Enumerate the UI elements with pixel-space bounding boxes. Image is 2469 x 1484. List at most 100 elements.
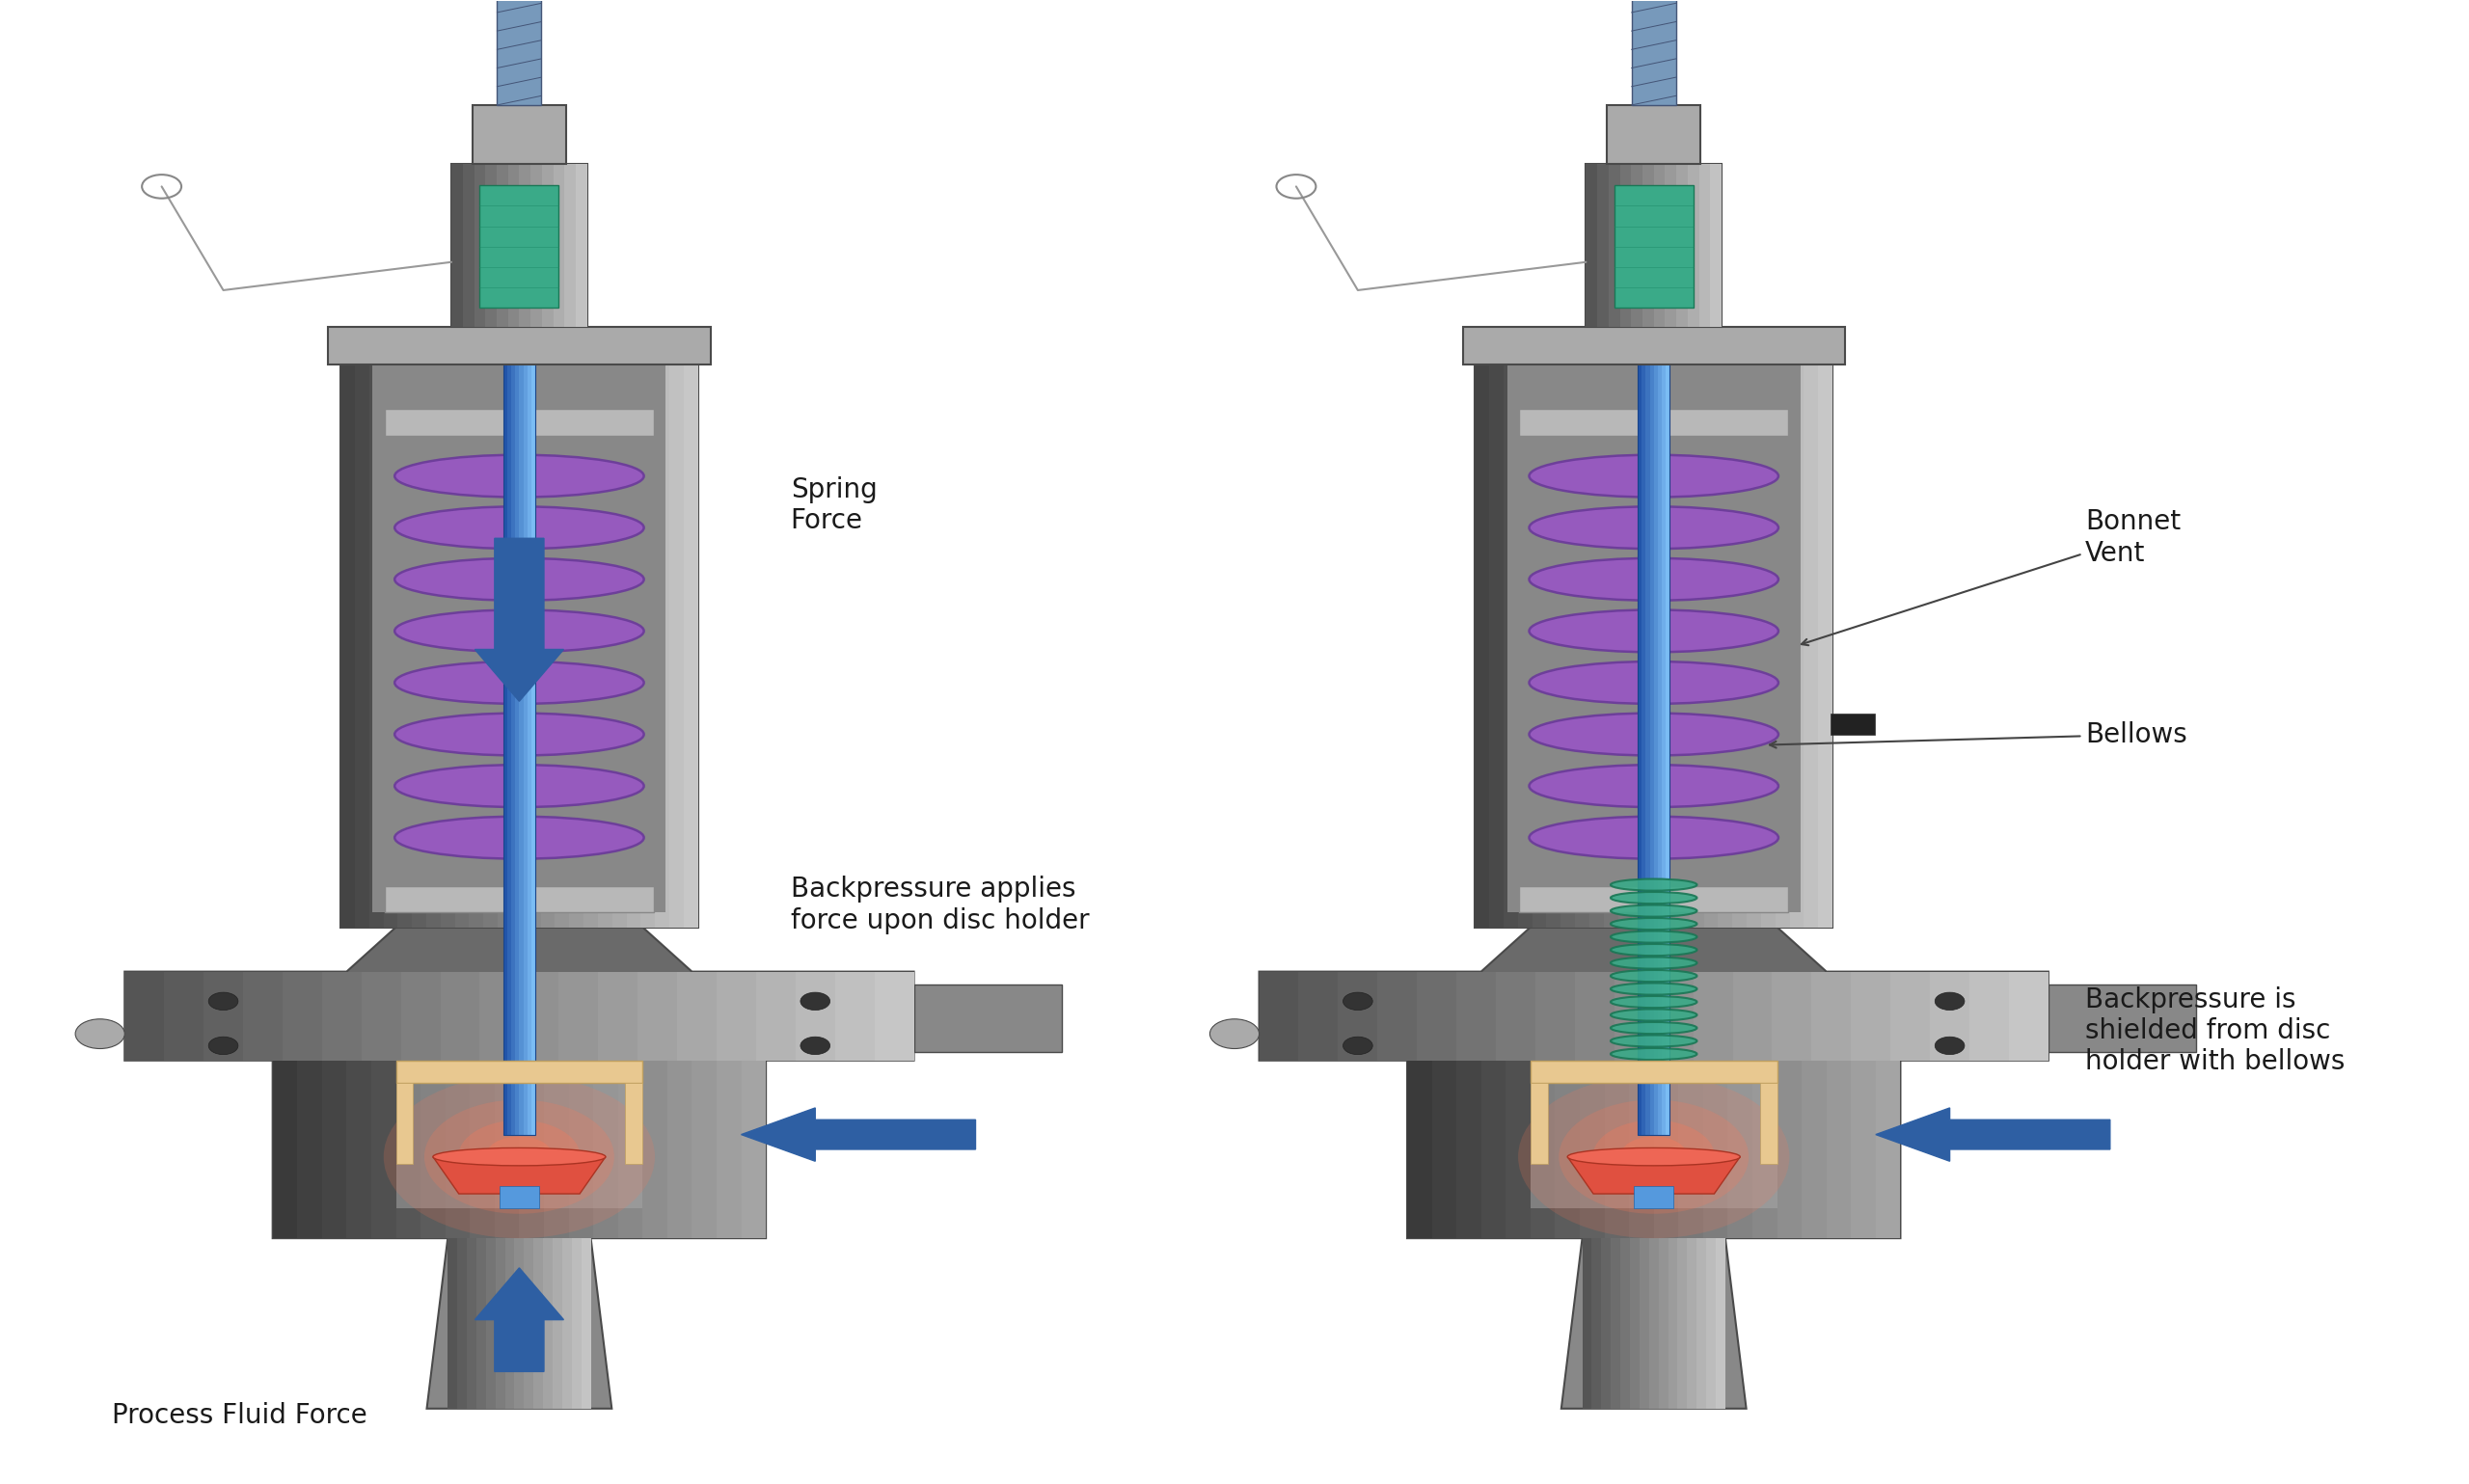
Bar [1639, 450, 1669, 864]
Bar [1615, 186, 1694, 307]
Bar [1496, 972, 1536, 1061]
Circle shape [486, 1137, 553, 1177]
Ellipse shape [1528, 714, 1778, 755]
Bar [469, 1061, 494, 1238]
Bar [272, 1061, 296, 1238]
Bar [597, 972, 637, 1061]
Circle shape [383, 1076, 654, 1238]
Bar [518, 165, 531, 328]
Bar [296, 1061, 321, 1238]
Bar [617, 1061, 642, 1238]
Bar [597, 364, 612, 928]
Bar [385, 886, 654, 913]
Bar [1664, 165, 1676, 328]
Bar [1753, 1061, 1778, 1238]
Bar [1852, 1061, 1876, 1238]
Ellipse shape [1610, 905, 1696, 917]
Bar [479, 186, 558, 307]
Bar [504, 142, 536, 1135]
Polygon shape [123, 928, 914, 1238]
Ellipse shape [1528, 558, 1778, 601]
Bar [321, 972, 360, 1061]
Bar [484, 364, 499, 928]
Ellipse shape [1610, 996, 1696, 1008]
Circle shape [1210, 1020, 1259, 1049]
Bar [526, 364, 541, 928]
Ellipse shape [1610, 930, 1696, 942]
Circle shape [1343, 1037, 1373, 1055]
Bar [462, 165, 474, 328]
Bar [1585, 165, 1597, 328]
Bar [543, 1061, 568, 1238]
Bar [1647, 142, 1649, 1135]
Bar [1718, 364, 1733, 928]
Bar [479, 972, 518, 1061]
Bar [1518, 364, 1533, 928]
Bar [541, 364, 556, 928]
Bar [1704, 364, 1718, 928]
Bar [1489, 364, 1504, 928]
Bar [612, 364, 627, 928]
Bar [477, 1238, 486, 1408]
Bar [1760, 364, 1775, 928]
Bar [1760, 1083, 1778, 1163]
Circle shape [1620, 1137, 1689, 1177]
Bar [506, 142, 511, 1135]
Bar [575, 165, 588, 328]
Ellipse shape [1610, 957, 1696, 969]
Bar [1605, 364, 1617, 928]
Bar [444, 1061, 469, 1238]
Bar [1585, 165, 1721, 328]
Bar [398, 364, 412, 928]
Bar [496, 165, 509, 328]
Circle shape [800, 1037, 830, 1055]
Bar [627, 364, 642, 928]
Bar [518, 972, 558, 1061]
Bar [1802, 1061, 1827, 1238]
Bar [504, 450, 533, 864]
Bar [467, 1238, 477, 1408]
Text: Backpressure applies
force upon disc holder: Backpressure applies force upon disc hol… [790, 876, 1089, 933]
Bar [511, 142, 516, 1135]
Bar [1531, 1083, 1548, 1163]
FancyArrow shape [741, 1109, 975, 1160]
Ellipse shape [395, 764, 644, 807]
Bar [1728, 1061, 1753, 1238]
Circle shape [1343, 993, 1373, 1011]
Bar [563, 1238, 573, 1408]
Ellipse shape [432, 1149, 605, 1165]
Bar [1669, 1238, 1676, 1408]
Bar [516, 142, 518, 1135]
Bar [1676, 364, 1689, 928]
Circle shape [207, 993, 237, 1011]
Text: Bonnet
Vent: Bonnet Vent [1802, 509, 2180, 646]
Bar [691, 1061, 716, 1238]
Bar [412, 364, 427, 928]
Bar [420, 1061, 444, 1238]
Bar [496, 0, 541, 105]
Bar [427, 364, 439, 928]
Bar [1474, 364, 1489, 928]
Bar [395, 1061, 642, 1208]
Ellipse shape [395, 454, 644, 497]
Bar [667, 1061, 691, 1238]
Ellipse shape [395, 662, 644, 703]
Bar [281, 972, 321, 1061]
Bar [457, 1238, 467, 1408]
Bar [370, 1061, 395, 1238]
Bar [1706, 1238, 1716, 1408]
Ellipse shape [1610, 1048, 1696, 1060]
Bar [373, 364, 667, 913]
Bar [494, 1061, 518, 1238]
Bar [669, 364, 684, 928]
Bar [531, 165, 541, 328]
Ellipse shape [1610, 919, 1696, 929]
Bar [447, 1238, 457, 1408]
Bar [1657, 142, 1662, 1135]
Bar [518, 142, 523, 1135]
Bar [1699, 165, 1711, 328]
Ellipse shape [1528, 454, 1778, 497]
Bar [1575, 972, 1615, 1061]
Bar [514, 1238, 523, 1408]
Bar [570, 364, 583, 928]
